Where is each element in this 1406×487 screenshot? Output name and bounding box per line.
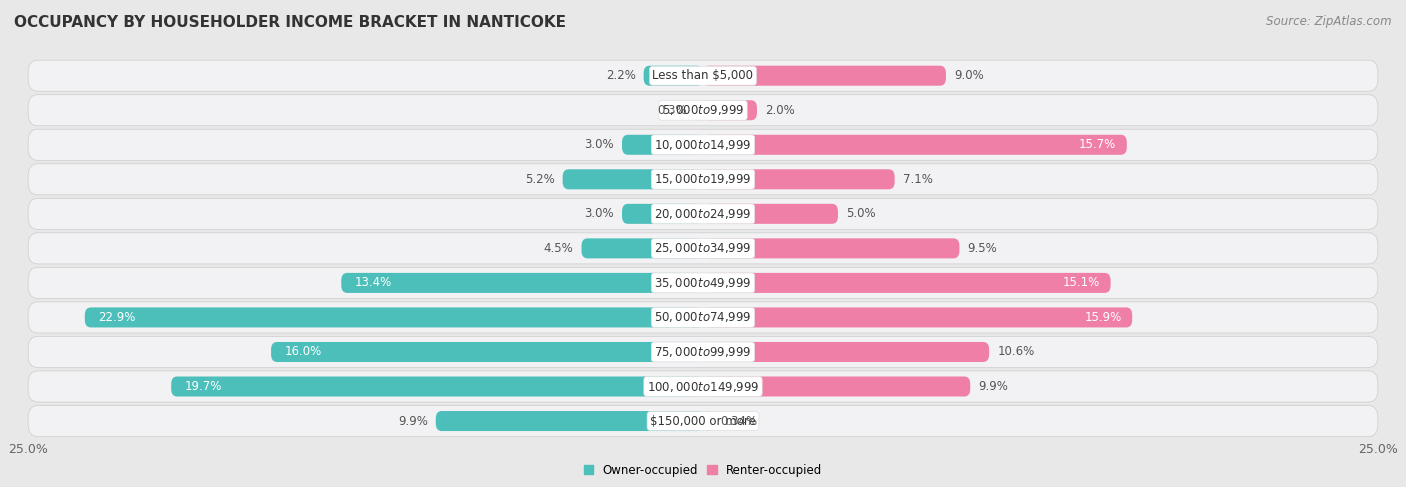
Text: 0.3%: 0.3% (657, 104, 686, 117)
Text: 15.7%: 15.7% (1078, 138, 1116, 151)
Text: 10.6%: 10.6% (997, 345, 1035, 358)
Text: 9.9%: 9.9% (398, 414, 427, 428)
Text: $15,000 to $19,999: $15,000 to $19,999 (654, 172, 752, 187)
Text: 9.0%: 9.0% (955, 69, 984, 82)
FancyBboxPatch shape (703, 307, 1132, 327)
FancyBboxPatch shape (621, 135, 703, 155)
Text: $50,000 to $74,999: $50,000 to $74,999 (654, 310, 752, 324)
Text: 2.0%: 2.0% (765, 104, 794, 117)
FancyBboxPatch shape (342, 273, 703, 293)
FancyBboxPatch shape (28, 337, 1378, 368)
Text: $150,000 or more: $150,000 or more (650, 414, 756, 428)
FancyBboxPatch shape (703, 100, 756, 120)
FancyBboxPatch shape (28, 60, 1378, 91)
FancyBboxPatch shape (703, 273, 1111, 293)
FancyBboxPatch shape (703, 342, 990, 362)
Text: 3.0%: 3.0% (585, 207, 614, 220)
Text: 9.5%: 9.5% (967, 242, 997, 255)
Text: 9.9%: 9.9% (979, 380, 1008, 393)
Text: Less than $5,000: Less than $5,000 (652, 69, 754, 82)
FancyBboxPatch shape (644, 66, 703, 86)
FancyBboxPatch shape (28, 164, 1378, 195)
FancyBboxPatch shape (562, 169, 703, 189)
Text: 22.9%: 22.9% (98, 311, 136, 324)
FancyBboxPatch shape (28, 302, 1378, 333)
FancyBboxPatch shape (695, 100, 703, 120)
Text: $10,000 to $14,999: $10,000 to $14,999 (654, 138, 752, 152)
FancyBboxPatch shape (703, 66, 946, 86)
Text: 15.9%: 15.9% (1084, 311, 1122, 324)
FancyBboxPatch shape (172, 376, 703, 396)
Text: 15.1%: 15.1% (1063, 277, 1099, 289)
Text: 5.2%: 5.2% (524, 173, 554, 186)
Text: $20,000 to $24,999: $20,000 to $24,999 (654, 207, 752, 221)
Text: $75,000 to $99,999: $75,000 to $99,999 (654, 345, 752, 359)
FancyBboxPatch shape (703, 204, 838, 224)
Text: 5.0%: 5.0% (846, 207, 876, 220)
FancyBboxPatch shape (703, 169, 894, 189)
Text: 7.1%: 7.1% (903, 173, 932, 186)
FancyBboxPatch shape (28, 94, 1378, 126)
Text: $5,000 to $9,999: $5,000 to $9,999 (662, 103, 744, 117)
Text: OCCUPANCY BY HOUSEHOLDER INCOME BRACKET IN NANTICOKE: OCCUPANCY BY HOUSEHOLDER INCOME BRACKET … (14, 15, 567, 30)
Text: $100,000 to $149,999: $100,000 to $149,999 (647, 379, 759, 393)
FancyBboxPatch shape (703, 376, 970, 396)
Text: $25,000 to $34,999: $25,000 to $34,999 (654, 242, 752, 255)
Text: 2.2%: 2.2% (606, 69, 636, 82)
FancyBboxPatch shape (271, 342, 703, 362)
FancyBboxPatch shape (28, 129, 1378, 160)
FancyBboxPatch shape (28, 371, 1378, 402)
FancyBboxPatch shape (28, 233, 1378, 264)
Text: 3.0%: 3.0% (585, 138, 614, 151)
FancyBboxPatch shape (703, 411, 713, 431)
FancyBboxPatch shape (621, 204, 703, 224)
FancyBboxPatch shape (582, 238, 703, 259)
Text: 13.4%: 13.4% (354, 277, 392, 289)
FancyBboxPatch shape (703, 135, 1126, 155)
Legend: Owner-occupied, Renter-occupied: Owner-occupied, Renter-occupied (579, 459, 827, 482)
Text: 4.5%: 4.5% (544, 242, 574, 255)
FancyBboxPatch shape (436, 411, 703, 431)
Text: $35,000 to $49,999: $35,000 to $49,999 (654, 276, 752, 290)
Text: Source: ZipAtlas.com: Source: ZipAtlas.com (1267, 15, 1392, 28)
FancyBboxPatch shape (84, 307, 703, 327)
FancyBboxPatch shape (28, 406, 1378, 436)
FancyBboxPatch shape (28, 198, 1378, 229)
Text: 0.34%: 0.34% (720, 414, 758, 428)
FancyBboxPatch shape (703, 238, 959, 259)
Text: 19.7%: 19.7% (184, 380, 222, 393)
FancyBboxPatch shape (28, 267, 1378, 299)
Text: 16.0%: 16.0% (284, 345, 322, 358)
